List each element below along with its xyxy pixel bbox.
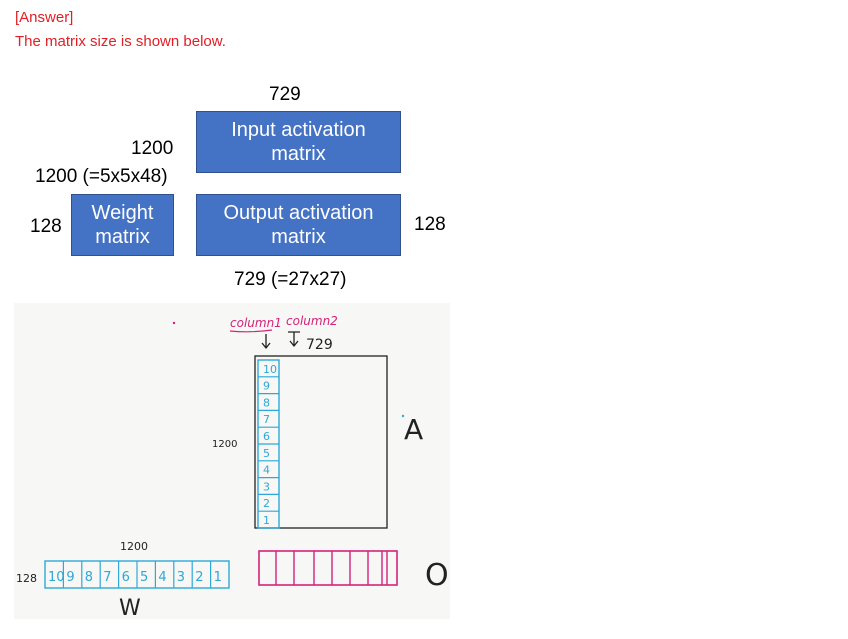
input-activation-box: Input activation matrix — [196, 111, 401, 173]
column1-arrow-icon — [261, 334, 271, 350]
input-box-line1: Input activation — [231, 119, 366, 141]
weight-box-line2: matrix — [95, 226, 150, 248]
column-cell-digit: 8 — [263, 396, 270, 409]
output-width-label: 729 (=27x27) — [234, 269, 347, 290]
row-cell-digit: 10 — [48, 570, 65, 585]
column-cell-digit: 4 — [263, 464, 270, 477]
output-box-line1: Output activation — [223, 202, 374, 224]
row-cell-digit: 3 — [177, 570, 185, 585]
o-row-cells — [275, 551, 388, 585]
column-cells: 10 9 8 7 6 5 4 3 2 1 — [258, 363, 279, 527]
row-cell-digit: 7 — [103, 570, 111, 585]
column-cell-digit: 2 — [263, 497, 270, 510]
column-cell-digit: 9 — [263, 380, 270, 393]
column-cell-digit: 6 — [263, 430, 270, 443]
weight-matrix-box: Weight matrix — [71, 194, 174, 256]
column-cell-digit: 5 — [263, 447, 270, 460]
column1-label: column1 — [230, 316, 282, 330]
matrix-o-outline — [258, 550, 398, 586]
row-cell-digit: 1 — [214, 570, 222, 585]
row-cell-digit: 2 — [195, 570, 203, 585]
row-cell-digit: 5 — [140, 570, 148, 585]
marker-dot — [401, 414, 405, 418]
input-box-line2: matrix — [271, 143, 326, 165]
output-box-line2: matrix — [271, 226, 326, 248]
matrix-o-label: O — [425, 558, 449, 593]
row-cell-digit: 4 — [158, 570, 166, 585]
row-cell-digit: 8 — [85, 570, 93, 585]
column-cell-digit: 7 — [263, 413, 270, 426]
column-cell-digit: 10 — [263, 363, 277, 376]
whiteboard-sketch: column1 column2 729 10 9 8 7 6 5 4 3 2 1 1200 A 1… — [14, 303, 450, 619]
input-height-label: 1200 — [131, 138, 174, 159]
row-cells: 10 9 8 7 6 5 4 3 2 1 — [48, 561, 222, 588]
output-activation-box: Output activation matrix — [196, 194, 401, 256]
row-cell-digit: 9 — [66, 570, 74, 585]
sketch-height-a-label: 1200 — [212, 439, 237, 450]
weight-width-label: 1200 (=5x5x48) — [35, 166, 168, 187]
weight-box-line1: Weight — [91, 202, 154, 224]
column2-arrow-icon — [288, 331, 300, 348]
answer-label: [Answer] — [15, 9, 74, 26]
sketch-width-label: 729 — [306, 337, 333, 353]
matrix-a-outline — [254, 355, 388, 529]
column2-label: column2 — [286, 314, 338, 328]
matrix-a-label: A — [404, 413, 423, 446]
input-width-label: 729 — [269, 84, 301, 105]
row-cell-digit: 6 — [122, 570, 130, 585]
sketch-w-width-label: 1200 — [120, 540, 148, 553]
matrix-w-label: W — [119, 596, 141, 619]
column-cell-digit: 3 — [263, 480, 270, 493]
marker-dot — [172, 321, 176, 325]
sketch-w-height-label: 128 — [16, 572, 37, 585]
weight-height-label: 128 — [30, 216, 62, 237]
output-height-label: 128 — [414, 214, 446, 235]
column1-underline — [229, 329, 273, 333]
answer-text: The matrix size is shown below. — [15, 33, 226, 50]
column-cell-digit: 1 — [263, 514, 270, 527]
